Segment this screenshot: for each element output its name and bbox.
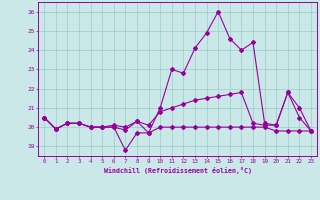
X-axis label: Windchill (Refroidissement éolien,°C): Windchill (Refroidissement éolien,°C) [104, 167, 252, 174]
